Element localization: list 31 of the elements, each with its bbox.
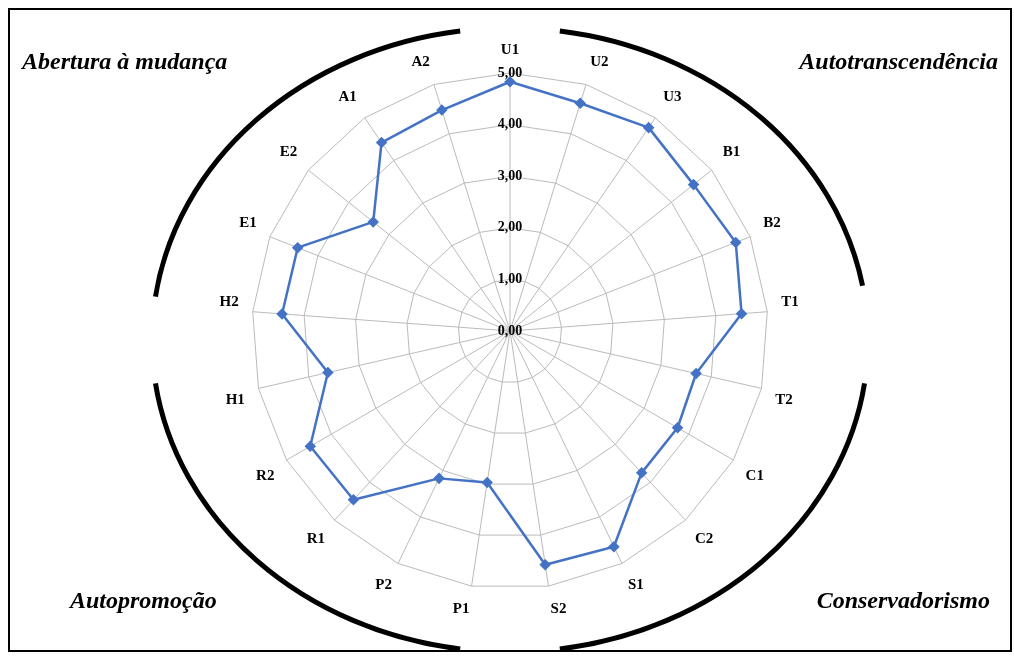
spoke-label: A1 bbox=[338, 88, 357, 105]
spoke-label: E1 bbox=[239, 213, 257, 230]
spoke-label: U2 bbox=[590, 52, 609, 69]
spoke-label: U1 bbox=[500, 40, 520, 57]
spoke-label: P2 bbox=[375, 575, 392, 592]
text: Autopromoção bbox=[70, 587, 217, 614]
spoke-label: R2 bbox=[256, 466, 275, 483]
spoke-label: P1 bbox=[452, 599, 470, 616]
text: Autotranscendência bbox=[799, 48, 998, 75]
text: Conservadorismo bbox=[816, 587, 990, 614]
spoke-label: T1 bbox=[781, 292, 799, 309]
spoke-label: S2 bbox=[550, 599, 567, 616]
spoke-label: C2 bbox=[695, 530, 714, 547]
y-tick-label: 2,00 bbox=[497, 219, 523, 235]
y-tick-label: 0,00 bbox=[497, 322, 523, 338]
spoke-label: B1 bbox=[722, 143, 741, 160]
spoke-label: H2 bbox=[219, 292, 239, 309]
y-tick-label: 1,00 bbox=[497, 271, 523, 287]
spoke-label: U3 bbox=[663, 88, 682, 105]
spoke-label: A2 bbox=[411, 52, 430, 69]
spoke-label: E2 bbox=[279, 143, 298, 160]
y-tick-label: 3,00 bbox=[497, 167, 523, 183]
y-tick-label: 4,00 bbox=[497, 116, 523, 132]
spoke-label: R1 bbox=[306, 530, 325, 547]
spoke-label: T2 bbox=[775, 391, 793, 408]
spoke-label: C1 bbox=[745, 466, 764, 483]
spoke-label: B2 bbox=[763, 213, 781, 230]
y-tick-label: 5,00 bbox=[497, 64, 523, 80]
spoke-label: S1 bbox=[628, 575, 644, 592]
text: Abertura à mudança bbox=[22, 48, 228, 75]
spoke-label: H1 bbox=[225, 391, 245, 408]
